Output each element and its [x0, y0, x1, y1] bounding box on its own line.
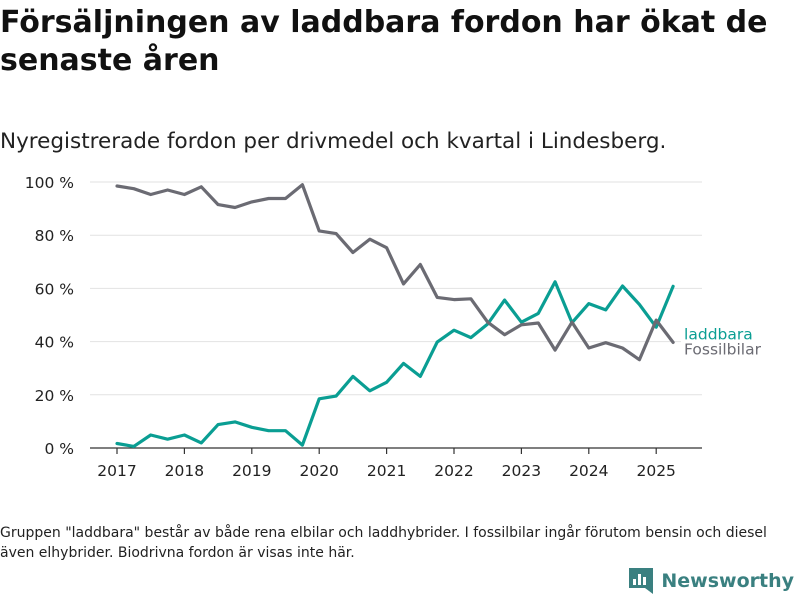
x-tick-label: 2024 [569, 462, 608, 480]
y-tick-label: 20 % [35, 387, 74, 405]
y-tick-label: 60 % [35, 280, 74, 298]
chart-subtitle: Nyregistrerade fordon per drivmedel och … [0, 129, 667, 154]
label-mask [681, 339, 774, 360]
y-tick-label: 80 % [35, 227, 74, 245]
series-label-fossilbilar: Fossilbilar [684, 340, 762, 358]
gridlines [90, 181, 702, 396]
axes: 0 % 20 % 40 % 60 % 80 % 100 % 2017 2018 2019 2020… [25, 174, 702, 480]
y-tick-label: 0 % [44, 440, 74, 458]
x-tick-label: 2021 [367, 462, 406, 480]
brand-logo[interactable]: Newsworthy [629, 568, 794, 594]
x-tick-label: 2018 [165, 462, 204, 480]
x-tick-label: 2022 [434, 462, 473, 480]
x-tick-label: 2017 [97, 462, 136, 480]
line-chart: 0 % 20 % 40 % 60 % 80 % 100 % 2017 2018 2019 2020… [25, 174, 774, 480]
chart-title: Försäljningen av laddbara fordon har öka… [0, 5, 768, 78]
series-lines [115, 183, 675, 448]
footnote: Gruppen "laddbara" består av både rena e… [0, 525, 767, 561]
series-label-laddbara: laddbara [684, 325, 753, 343]
y-tick-label: 40 % [35, 334, 74, 352]
x-tick-label: 2025 [636, 462, 675, 480]
y-tick-label: 100 % [25, 174, 74, 192]
series-line-laddbara [115, 280, 675, 448]
newsworthy-logo-icon [629, 568, 654, 594]
x-tick-label: 2020 [299, 462, 338, 480]
x-tick-label: 2023 [502, 462, 541, 480]
x-tick-label: 2019 [232, 462, 271, 480]
brand-name: Newsworthy [661, 570, 794, 592]
series-line-fossilbilar [115, 183, 675, 362]
